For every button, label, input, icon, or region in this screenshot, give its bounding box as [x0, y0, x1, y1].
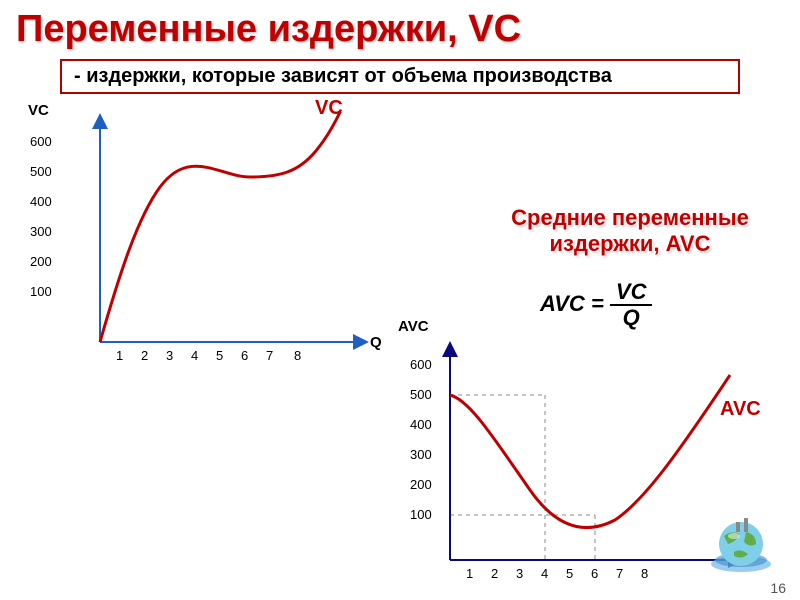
vc-ytick: 600: [30, 134, 52, 149]
vc-ytick: 400: [30, 194, 52, 209]
avc-ytick: 600: [410, 357, 432, 372]
vc-y-axis-label: VC: [28, 102, 49, 119]
formula-fraction: VC Q: [610, 280, 653, 330]
vc-xtick: 1: [116, 348, 123, 363]
vc-xtick: 6: [241, 348, 248, 363]
formula-denominator: Q: [610, 306, 653, 330]
vc-curve: [100, 112, 360, 342]
page-title: Переменные издержки, VC: [0, 0, 800, 59]
avc-xtick: 7: [616, 566, 623, 581]
vc-xtick: 4: [191, 348, 198, 363]
vc-chart: VC Q VC 600 500 400 300 200 100 1 2 3 4 …: [60, 112, 380, 372]
vc-xtick: 8: [294, 348, 301, 363]
vc-ytick: 200: [30, 254, 52, 269]
avc-ytick: 100: [410, 507, 432, 522]
vc-xtick: 2: [141, 348, 148, 363]
vc-chart-svg: [60, 112, 380, 372]
avc-curve-label: AVC: [720, 400, 761, 419]
page-number: 16: [770, 580, 786, 596]
avc-xtick: 3: [516, 566, 523, 581]
avc-ytick: 200: [410, 477, 432, 492]
vc-x-axis-label: Q: [370, 334, 382, 351]
vc-ytick: 300: [30, 224, 52, 239]
avc-xtick: 2: [491, 566, 498, 581]
avc-ytick: 300: [410, 447, 432, 462]
avc-formula: AVC = VC Q: [540, 280, 652, 330]
globe-icon: [706, 516, 776, 576]
formula-numerator: VC: [610, 280, 653, 306]
avc-section-title: Средние переменные издержки, AVC: [490, 205, 770, 258]
avc-curve: [450, 375, 730, 528]
vc-xtick: 7: [266, 348, 273, 363]
avc-xtick: 4: [541, 566, 548, 581]
vc-ytick: 500: [30, 164, 52, 179]
avc-xtick: 5: [566, 566, 573, 581]
subtitle-box: - издержки, которые зависят от объема пр…: [60, 59, 740, 94]
vc-curve-label: VC: [315, 97, 343, 120]
avc-y-axis-label: AVC: [398, 318, 429, 335]
avc-xtick: 6: [591, 566, 598, 581]
avc-xtick: 8: [641, 566, 648, 581]
vc-xtick: 3: [166, 348, 173, 363]
vc-xtick: 5: [216, 348, 223, 363]
formula-lhs: AVC: [540, 291, 585, 316]
avc-ytick: 500: [410, 387, 432, 402]
avc-ytick: 400: [410, 417, 432, 432]
vc-ytick: 100: [30, 284, 52, 299]
avc-xtick: 1: [466, 566, 473, 581]
equals-sign: =: [591, 291, 610, 316]
